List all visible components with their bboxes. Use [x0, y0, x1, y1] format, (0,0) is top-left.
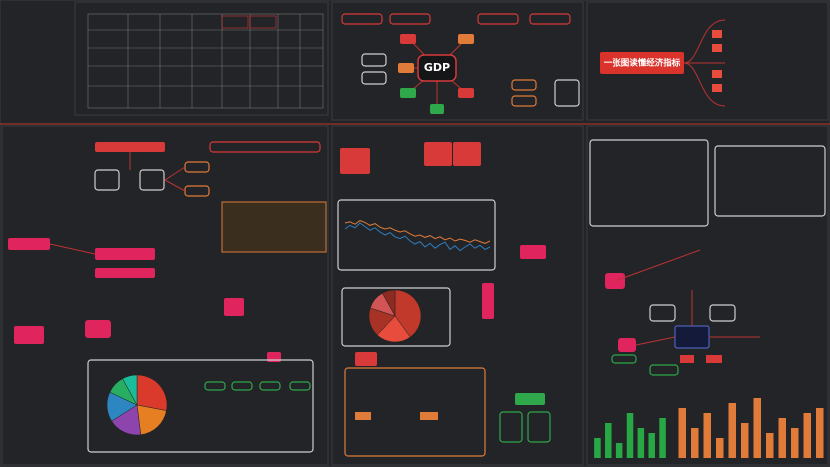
pie-slice	[382, 289, 396, 317]
bar	[605, 423, 612, 458]
table	[87, 13, 324, 109]
pie-slice	[122, 374, 138, 406]
bar	[648, 433, 655, 458]
title-block: 一张图读懂经济指标	[600, 19, 726, 107]
panel-gdp	[331, 1, 584, 121]
bar	[778, 418, 786, 458]
bar	[594, 438, 601, 458]
bar	[766, 433, 774, 458]
bar	[637, 428, 645, 458]
industry-nodes	[337, 142, 551, 457]
bar	[803, 413, 811, 458]
bar	[753, 398, 761, 458]
panel-industry	[331, 125, 584, 466]
pie-slice	[394, 289, 422, 338]
investment-nodes	[8, 141, 327, 453]
gdp-node	[417, 54, 457, 82]
pie-slice	[376, 315, 411, 343]
gdp-diagram: GDP	[341, 13, 580, 114]
bar	[659, 418, 666, 458]
pie-slice	[136, 404, 167, 436]
bar	[691, 428, 699, 458]
bar	[626, 413, 634, 458]
bar	[615, 443, 623, 458]
bar	[791, 428, 799, 458]
bar	[678, 408, 686, 458]
line-series	[344, 222, 491, 252]
line-series	[344, 220, 491, 244]
bar	[716, 438, 724, 458]
bar	[816, 408, 824, 458]
page-title: 一张图读懂经济指标	[604, 58, 681, 69]
bar	[703, 413, 711, 458]
prices-nodes	[589, 139, 826, 376]
panel-table	[74, 1, 329, 116]
pie-slice	[136, 374, 168, 411]
gdp-label: GDP	[424, 61, 450, 74]
bar	[741, 423, 749, 458]
bar	[728, 403, 736, 458]
